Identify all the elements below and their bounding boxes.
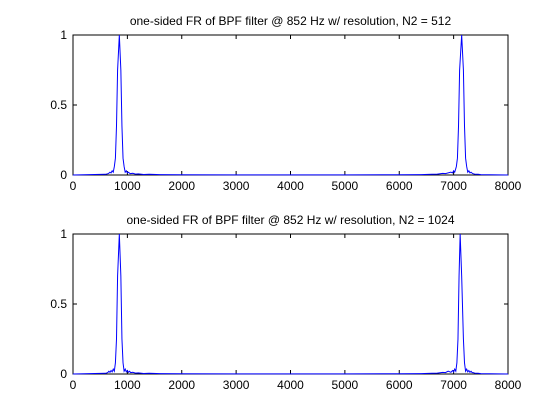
x-tick-label: 8000 [495,179,522,193]
x-tick-label: 3000 [223,179,250,193]
x-tick-label: 4000 [277,378,304,392]
y-tick-label: 0.5 [50,98,67,112]
x-tick-label: 5000 [332,378,359,392]
x-tick-label: 0 [70,378,77,392]
x-tick-label: 1000 [114,179,141,193]
chart-title: one-sided FR of BPF filter @ 852 Hz w/ r… [130,14,452,28]
x-tick-label: 0 [70,179,77,193]
y-tick-label: 1 [60,28,67,42]
y-tick-label: 0 [60,168,67,182]
axes-box [73,35,508,175]
y-tick-label: 1 [60,227,67,241]
x-tick-label: 5000 [332,179,359,193]
y-tick-label: 0.5 [50,297,67,311]
y-tick-label: 0 [60,367,67,381]
axes-box [73,234,508,374]
x-tick-label: 7000 [440,179,467,193]
x-tick-label: 4000 [277,179,304,193]
x-tick-label: 7000 [440,378,467,392]
x-tick-label: 2000 [168,179,195,193]
chart-panel-2: one-sided FR of BPF filter @ 852 Hz w/ r… [50,213,521,392]
x-tick-label: 6000 [386,378,413,392]
x-tick-label: 2000 [168,378,195,392]
x-tick-label: 1000 [114,378,141,392]
chart-panel-1: one-sided FR of BPF filter @ 852 Hz w/ r… [50,14,521,193]
chart-title: one-sided FR of BPF filter @ 852 Hz w/ r… [126,213,454,227]
x-tick-label: 8000 [495,378,522,392]
x-tick-label: 3000 [223,378,250,392]
x-tick-label: 6000 [386,179,413,193]
